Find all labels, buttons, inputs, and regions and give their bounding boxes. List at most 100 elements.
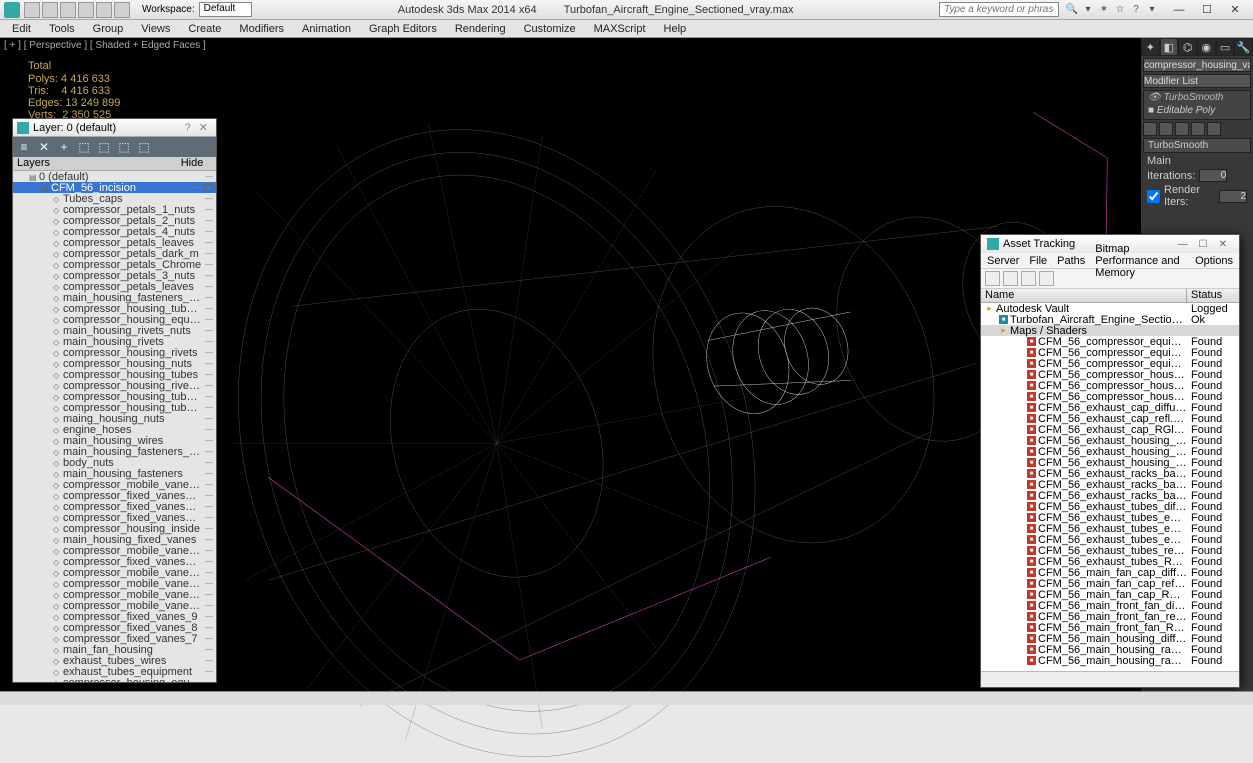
layer-row[interactable]: ◇compressor_housing_rivets— (13, 347, 216, 358)
layer-row[interactable]: ◇main_housing_rivets— (13, 336, 216, 347)
object-name-input[interactable] (1143, 58, 1251, 72)
asset-close-icon[interactable]: ✕ (1213, 239, 1233, 250)
asset-row[interactable]: ■CFM_56_compressor_equipment_diffuse.png… (981, 336, 1239, 347)
stack-item[interactable]: 👁 TurboSmooth (1144, 91, 1250, 104)
asset-row[interactable]: ■Turbofan_Aircraft_Engine_Sectioned_vray… (981, 314, 1239, 325)
layer-panel-close-icon[interactable]: ✕ (195, 121, 212, 134)
qat-undo-icon[interactable] (78, 2, 94, 18)
layer-row[interactable]: ◇exhaust_tubes_equipment— (13, 666, 216, 677)
layer-row[interactable]: ◇compressor_mobile_vanes_11— (13, 545, 216, 556)
viewport-label[interactable]: [ + ] [ Perspective ] [ Shaded + Edged F… (4, 40, 206, 51)
create-tab-icon[interactable]: ✦ (1141, 38, 1160, 56)
layer-row[interactable]: ◇compressor_petals_Chrome— (13, 259, 216, 270)
menu-animation[interactable]: Animation (294, 22, 359, 36)
asset-row[interactable]: ■CFM_56_main_fan_cap_RGloss.pngFound (981, 589, 1239, 600)
asset-row[interactable]: ■CFM_56_compressor_housing_diffuse.pngFo… (981, 369, 1239, 380)
asset-max-icon[interactable]: ☐ (1193, 239, 1213, 250)
asset-row[interactable]: ■CFM_56_exhaust_tubes_equipment_RGloss.p… (981, 534, 1239, 545)
asset-menu-file[interactable]: File (1029, 255, 1047, 267)
utilities-tab-icon[interactable]: 🔧 (1234, 38, 1253, 56)
workspace-dropdown[interactable]: Default (199, 2, 253, 17)
layer-row[interactable]: ◇compressor_petals_1_nuts— (13, 204, 216, 215)
menu-modifiers[interactable]: Modifiers (231, 22, 292, 36)
asset-row[interactable]: ■CFM_56_exhaust_cap_RGloss.pngFound (981, 424, 1239, 435)
layer-row[interactable]: ◇compressor_petals_dark_m— (13, 248, 216, 259)
asset-row[interactable]: ■CFM_56_main_front_fan_diffuse.pngFound (981, 600, 1239, 611)
add-to-layer-icon[interactable]: + (57, 140, 71, 154)
render-iters-input[interactable] (1219, 190, 1247, 203)
asset-row[interactable]: ■CFM_56_main_housing_diffuse.pngFound (981, 633, 1239, 644)
asset-menu-server[interactable]: Server (987, 255, 1019, 267)
menu-create[interactable]: Create (180, 22, 229, 36)
select-layer-icon[interactable]: ⬚ (77, 140, 91, 154)
asset-row[interactable]: ■CFM_56_compressor_equipment_RGloss.pngF… (981, 358, 1239, 369)
minimize-button[interactable]: — (1165, 1, 1193, 19)
freeze-layer-icon[interactable]: ⬚ (137, 140, 151, 154)
unique-icon[interactable] (1175, 122, 1189, 136)
modify-tab-icon[interactable]: ◧ (1160, 38, 1179, 56)
layer-row[interactable]: ◇compressor_housing_tubes— (13, 369, 216, 380)
asset-row[interactable]: ■CFM_56_exhaust_cap_refl.pngFound (981, 413, 1239, 424)
layer-row[interactable]: ◇compressor_mobile_vanes_15— (13, 567, 216, 578)
layer-row[interactable]: ◇compressor_mobile_vanes_13— (13, 578, 216, 589)
layer-row[interactable]: ◇main_housing_wires— (13, 435, 216, 446)
layer-row[interactable]: ◇Tubes_caps— (13, 193, 216, 204)
asset-row[interactable]: ■CFM_56_exhaust_housing_racks_RGloss.png… (981, 457, 1239, 468)
layer-row[interactable]: ◇compressor_housing_rivets_nuts— (13, 380, 216, 391)
pin-stack-icon[interactable] (1143, 122, 1157, 136)
layer-row[interactable]: ◇compressor_petals_leaves— (13, 281, 216, 292)
modifier-list-dropdown[interactable] (1143, 74, 1251, 88)
asset-menu-options[interactable]: Options (1195, 255, 1233, 267)
layer-row[interactable]: ◇main_housing_fasteners_dark_metall— (13, 292, 216, 303)
layer-row[interactable]: ◇compressor_housing_tubes_chrome— (13, 391, 216, 402)
layer-row[interactable]: ◇compressor_housing_equipment_nuts— (13, 314, 216, 325)
close-button[interactable]: ✕ (1221, 1, 1249, 19)
asset-row[interactable]: ■CFM_56_exhaust_housing_racks_refl.pngFo… (981, 446, 1239, 457)
qat-link-icon[interactable] (114, 2, 130, 18)
motion-tab-icon[interactable]: ◉ (1197, 38, 1216, 56)
layer-row[interactable]: ▤CFM_56_incision— (13, 182, 216, 193)
qat-new-icon[interactable] (24, 2, 40, 18)
asset-row[interactable]: ■CFM_56_exhaust_racks_base_diffuse.pngFo… (981, 468, 1239, 479)
show-end-icon[interactable] (1159, 122, 1173, 136)
refresh-icon[interactable] (985, 271, 1000, 286)
layer-row[interactable]: ◇compressor_petals_4_nuts— (13, 226, 216, 237)
layer-row[interactable]: ◇compressor_petals_3_nuts— (13, 270, 216, 281)
rollout-header[interactable]: TurboSmooth (1143, 138, 1251, 153)
layer-row[interactable]: ◇main_housing_rivets_nuts— (13, 325, 216, 336)
highlight-layer-icon[interactable]: ⬚ (97, 140, 111, 154)
layer-row[interactable]: ◇compressor_fixed_vanes_13— (13, 556, 216, 567)
layer-row[interactable]: ◇compressor_fixed_vanes_11— (13, 501, 216, 512)
layer-row[interactable]: ▤0 (default)— (13, 171, 216, 182)
asset-menu-paths[interactable]: Paths (1057, 255, 1085, 267)
menu-customize[interactable]: Customize (516, 22, 584, 36)
maximize-button[interactable]: ☐ (1193, 1, 1221, 19)
layer-row[interactable]: ◇compressor_housing_equipment— (13, 677, 216, 682)
help-search-input[interactable] (939, 2, 1059, 17)
col-status[interactable]: Status (1187, 289, 1239, 302)
signin-icon[interactable]: ▾ (1081, 3, 1095, 17)
layer-row[interactable]: ◇body_nuts— (13, 457, 216, 468)
hide-layer-icon[interactable]: ⬚ (117, 140, 131, 154)
qat-redo-icon[interactable] (96, 2, 112, 18)
layer-row[interactable]: ◇exhaust_tubes_wires— (13, 655, 216, 666)
exchange-icon[interactable]: ✶ (1097, 3, 1111, 17)
asset-row[interactable]: ■CFM_56_exhaust_tubes_equipment_diffuse.… (981, 512, 1239, 523)
menu-help[interactable]: Help (656, 22, 695, 36)
asset-row[interactable]: ■CFM_56_exhaust_cap_diffuse.pngFound (981, 402, 1239, 413)
render-iters-check[interactable] (1147, 190, 1160, 203)
layer-row[interactable]: ◇compressor_fixed_vanes_12— (13, 490, 216, 501)
asset-row[interactable]: ■CFM_56_exhaust_housing_racks_diffuse.pn… (981, 435, 1239, 446)
tree-icon[interactable] (1021, 271, 1036, 286)
col-name[interactable]: Name (981, 289, 1187, 302)
menu-maxscript[interactable]: MAXScript (586, 22, 654, 36)
asset-row[interactable]: ■CFM_56_compressor_equipment_refl.pngFou… (981, 347, 1239, 358)
help-icon[interactable]: ? (1129, 3, 1143, 17)
layer-row[interactable]: ◇compressor_fixed_vanes_10— (13, 512, 216, 523)
col-layers[interactable]: Layers (13, 157, 180, 170)
asset-row[interactable]: ■CFM_56_exhaust_tubes_RGloss.pngFound (981, 556, 1239, 567)
menu-edit[interactable]: Edit (4, 22, 39, 36)
asset-row[interactable]: ■CFM_56_main_housing_racks_base_diffuse.… (981, 644, 1239, 655)
layer-panel-help-icon[interactable]: ? (181, 122, 195, 134)
layer-row[interactable]: ◇engine_hoses— (13, 424, 216, 435)
